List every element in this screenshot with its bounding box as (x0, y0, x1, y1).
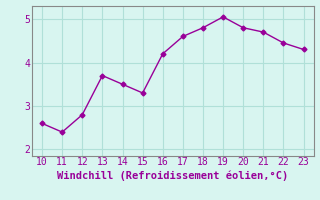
X-axis label: Windchill (Refroidissement éolien,°C): Windchill (Refroidissement éolien,°C) (57, 170, 288, 181)
